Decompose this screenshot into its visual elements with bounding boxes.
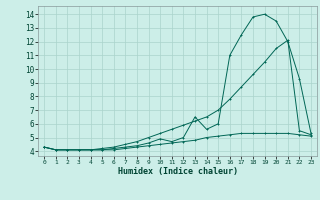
X-axis label: Humidex (Indice chaleur): Humidex (Indice chaleur) xyxy=(118,167,238,176)
